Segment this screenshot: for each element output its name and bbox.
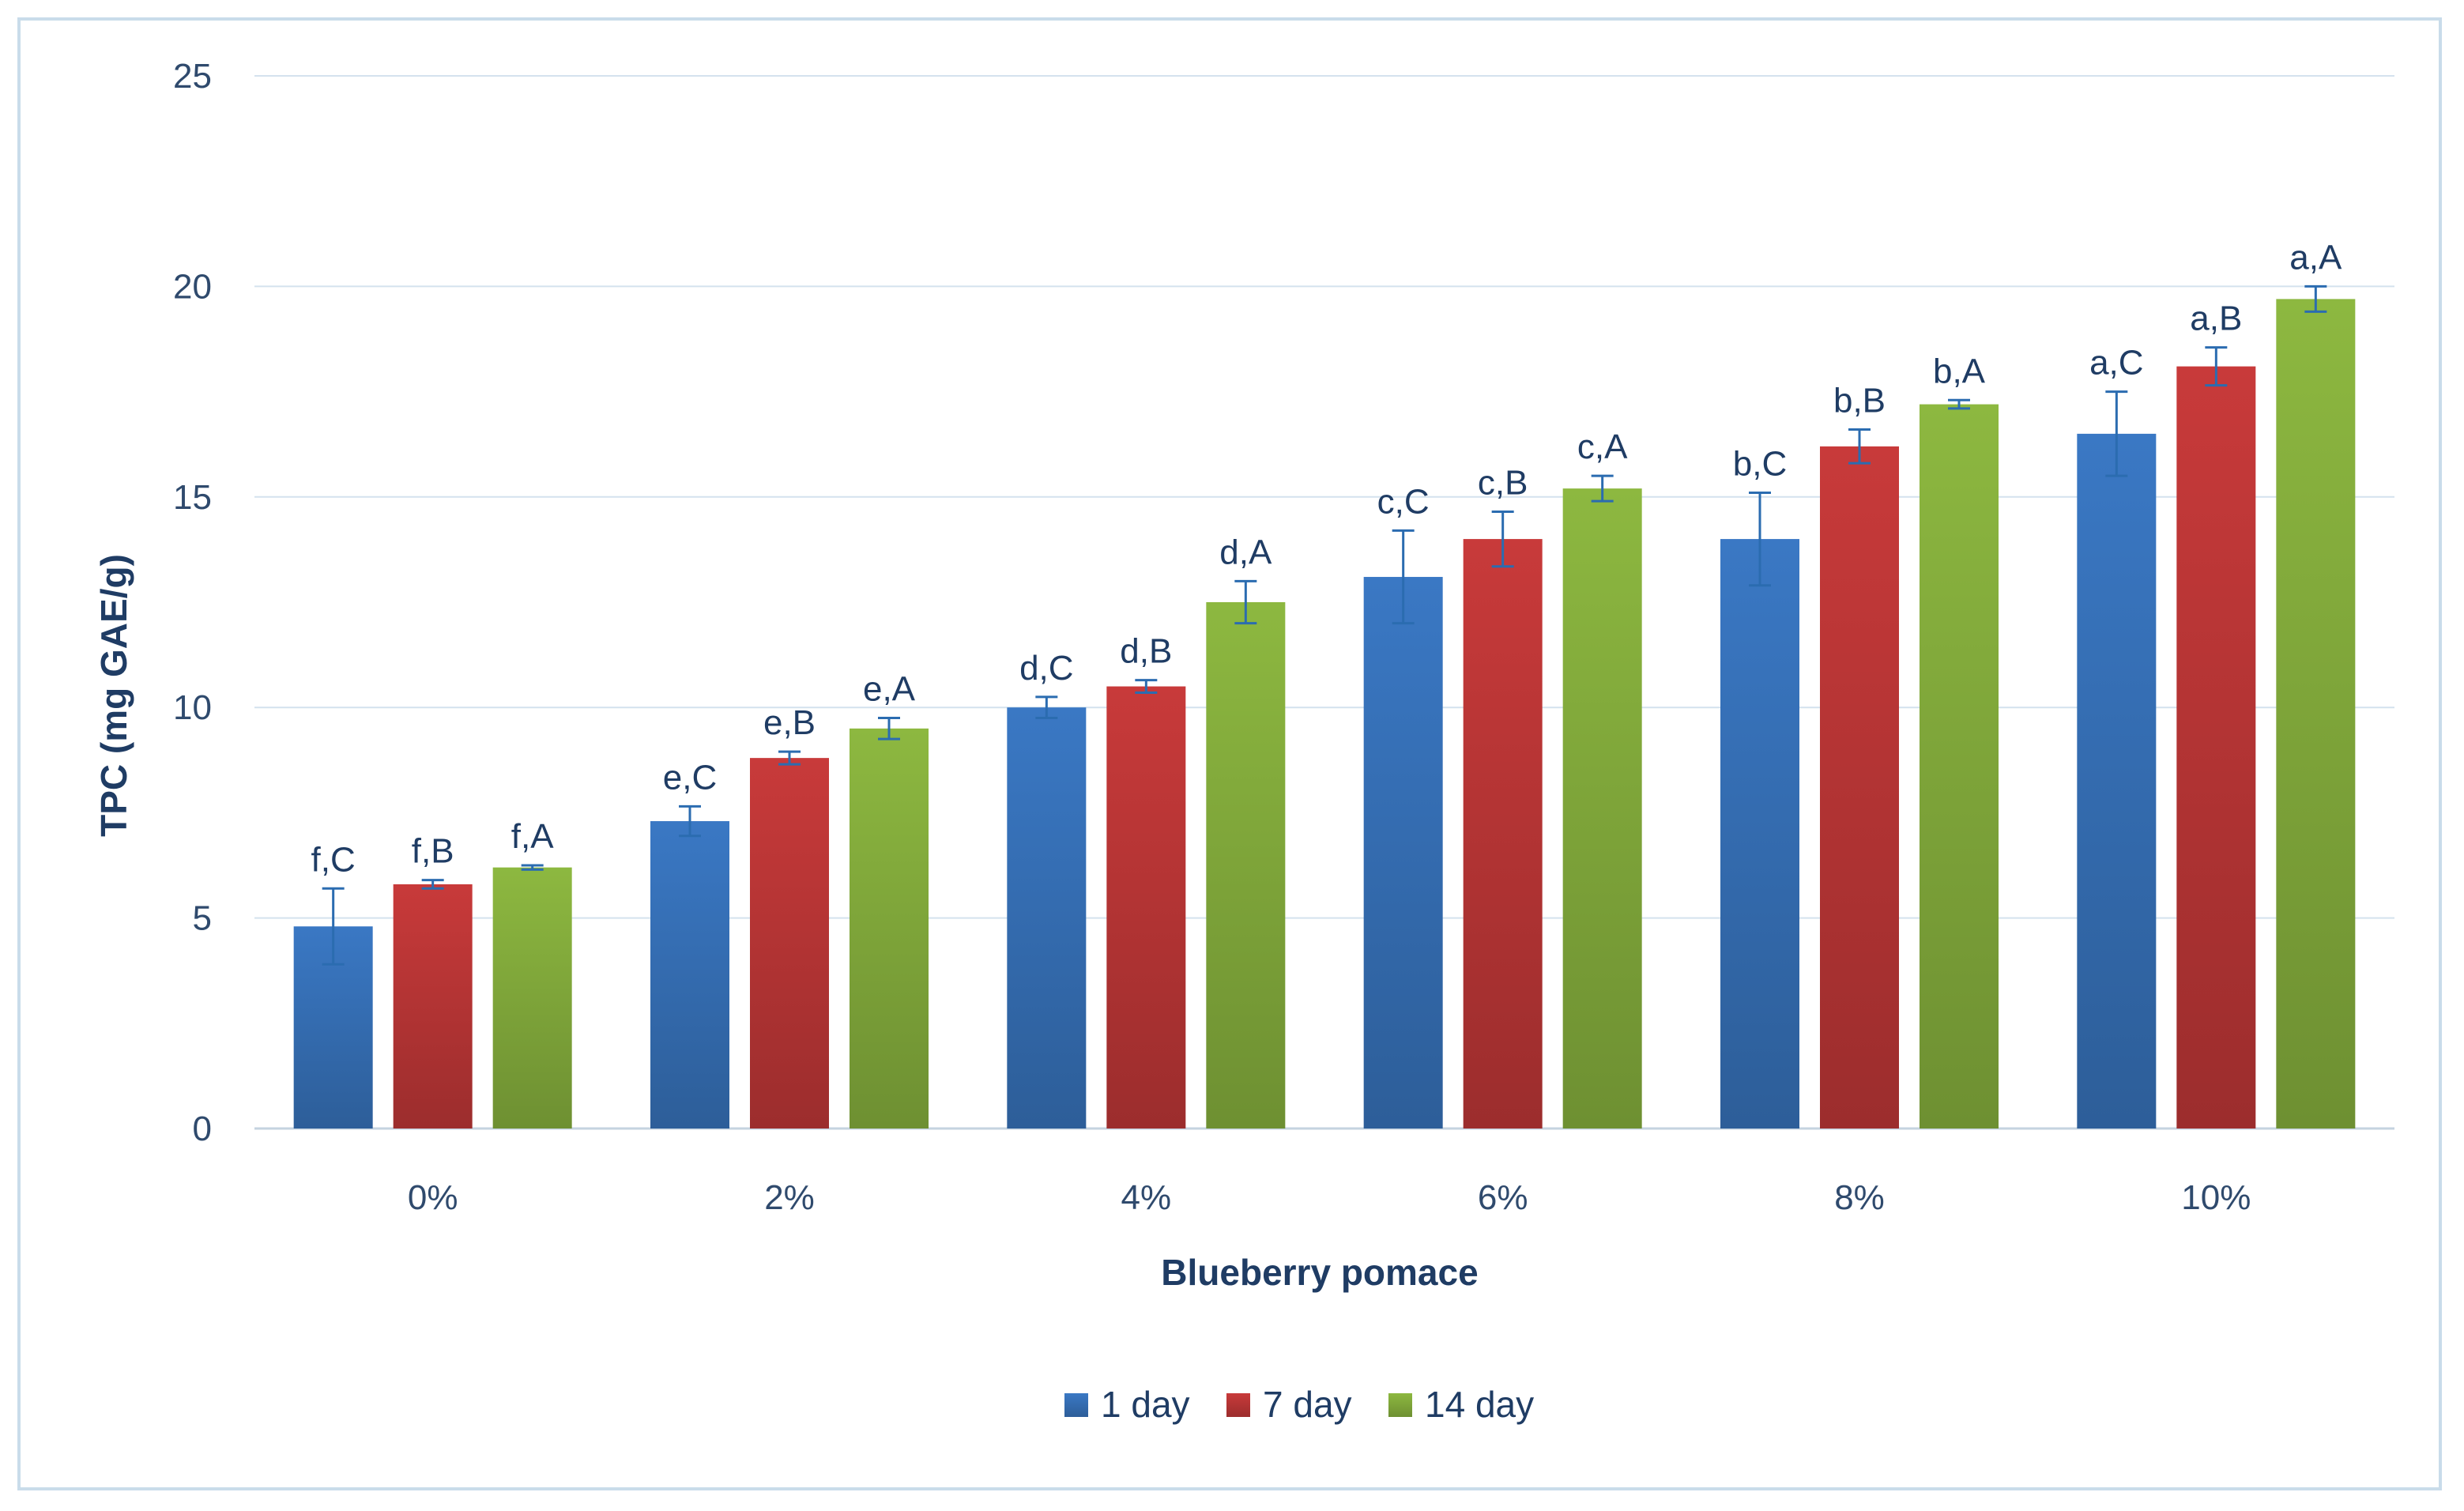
y-tick-label: 25 [173, 57, 212, 96]
data-label: a,C [2089, 344, 2143, 382]
x-tick-label: 4% [1121, 1178, 1172, 1217]
bar [1463, 539, 1543, 1129]
y-tick-label: 5 [193, 899, 212, 938]
legend-swatch [1064, 1393, 1088, 1417]
legend-item: 14 day [1388, 1384, 1534, 1425]
data-label: e,C [663, 758, 717, 797]
gridlines [254, 75, 2394, 1130]
data-label: d,B [1120, 632, 1172, 671]
x-axis-title: Blueberry pomace [1161, 1252, 1478, 1293]
bar [2276, 299, 2356, 1129]
data-label: a,B [2190, 300, 2242, 338]
bar [1106, 686, 1186, 1129]
data-label: d,A [1219, 533, 1272, 571]
x-tick-label: 6% [1478, 1178, 1528, 1217]
bar [850, 728, 929, 1129]
bar [2077, 433, 2157, 1129]
legend-label: 14 day [1425, 1384, 1534, 1425]
bar [492, 867, 572, 1129]
legend-label: 7 day [1263, 1384, 1352, 1425]
bar [750, 758, 829, 1129]
bar [1562, 488, 1642, 1129]
error-bars [322, 284, 2327, 966]
x-tick-label: 0% [408, 1178, 458, 1217]
y-axis-title: TPC (mg GAE/g) [93, 554, 134, 837]
x-tick-label: 8% [1834, 1178, 1885, 1217]
legend-item: 7 day [1226, 1384, 1352, 1425]
bar [1007, 707, 1087, 1129]
bar [2176, 366, 2256, 1129]
data-label: c,C [1377, 482, 1430, 521]
legend-swatch [1388, 1393, 1412, 1417]
bar [1820, 446, 1899, 1129]
data-label: e,B [763, 703, 816, 742]
data-label: b,B [1833, 382, 1886, 420]
data-label: f,A [511, 817, 554, 856]
bars [293, 299, 2356, 1129]
data-label: e,A [863, 670, 916, 709]
y-tick-label: 10 [173, 688, 212, 727]
y-tick-label: 15 [173, 478, 212, 517]
data-label: b,C [1733, 444, 1787, 483]
data-label: f,B [412, 832, 454, 871]
data-label: d,C [1019, 649, 1073, 688]
bar [1720, 539, 1799, 1129]
bar [1920, 404, 1999, 1129]
y-axis-ticks: 0 5 10 15 20 25 [173, 57, 212, 1148]
x-axis-ticks: 0% 2% 4% 6% 8% 10% [408, 1178, 2251, 1217]
bar [1363, 577, 1443, 1129]
legend-item: 1 day [1064, 1384, 1190, 1425]
bar [1206, 602, 1286, 1129]
data-label: c,B [1478, 463, 1528, 502]
legend: 1 day 7 day 14 day [1064, 1384, 1534, 1425]
data-label: f,C [311, 840, 356, 879]
x-tick-label: 2% [764, 1178, 815, 1217]
data-label: c,A [1577, 428, 1628, 466]
bar [650, 821, 729, 1129]
legend-label: 1 day [1101, 1384, 1190, 1425]
data-label: a,A [2289, 238, 2342, 277]
data-label: b,A [1933, 352, 1986, 390]
x-tick-label: 10% [2181, 1178, 2251, 1217]
y-tick-label: 0 [193, 1110, 212, 1148]
data-labels: f,C f,B f,A e,C e,B e,A d,C d,B d,A c,C c,B c,A b,C b… [311, 238, 2342, 879]
y-tick-label: 20 [173, 267, 212, 306]
bar [393, 884, 473, 1129]
legend-swatch [1226, 1393, 1250, 1417]
